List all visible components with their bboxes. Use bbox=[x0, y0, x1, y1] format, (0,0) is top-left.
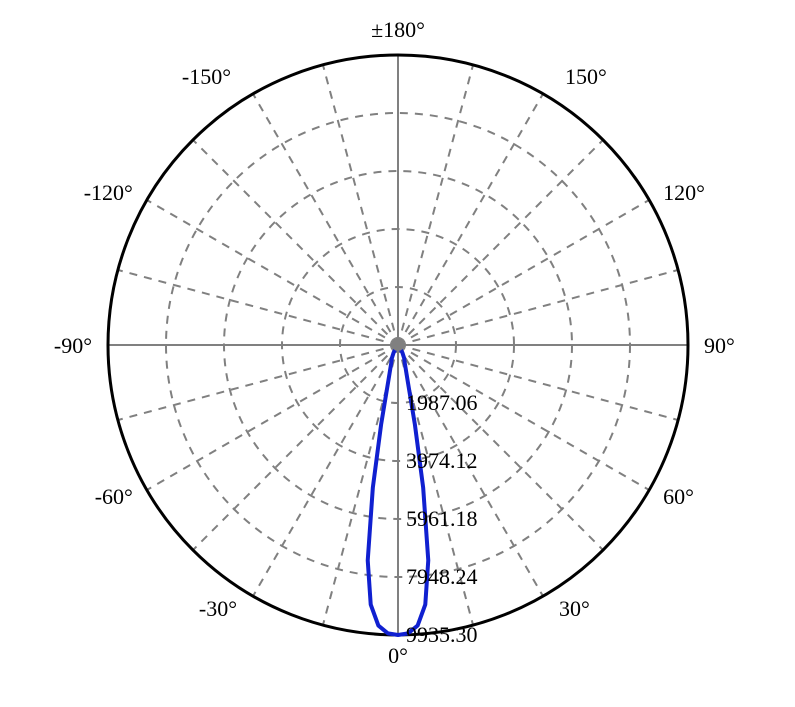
radial-tick-label: 1987.06 bbox=[406, 390, 478, 415]
polar-chart: 1987.06 3974.12 5961.18 7948.24 9935.30 ±180°… bbox=[0, 0, 795, 707]
angle-tick-label: ±180° bbox=[371, 17, 425, 42]
angle-tick-label: 90° bbox=[704, 333, 735, 358]
angle-tick-label: 150° bbox=[565, 64, 607, 89]
radial-tick-label: 5961.18 bbox=[406, 506, 478, 531]
angle-tick-label: -150° bbox=[182, 64, 231, 89]
center-dot bbox=[392, 339, 404, 351]
angle-tick-label: -30° bbox=[199, 596, 237, 621]
angle-tick-label: -120° bbox=[84, 180, 133, 205]
angle-tick-label: 30° bbox=[559, 596, 590, 621]
angle-tick-label: -90° bbox=[54, 333, 92, 358]
angle-tick-label: -60° bbox=[95, 484, 133, 509]
radial-tick-label: 7948.24 bbox=[406, 564, 478, 589]
radial-tick-label: 3974.12 bbox=[406, 448, 478, 473]
angle-tick-label: 120° bbox=[663, 180, 705, 205]
radial-tick-label: 9935.30 bbox=[406, 622, 478, 647]
angle-tick-label: 60° bbox=[663, 484, 694, 509]
angle-tick-label: 0° bbox=[388, 643, 408, 668]
